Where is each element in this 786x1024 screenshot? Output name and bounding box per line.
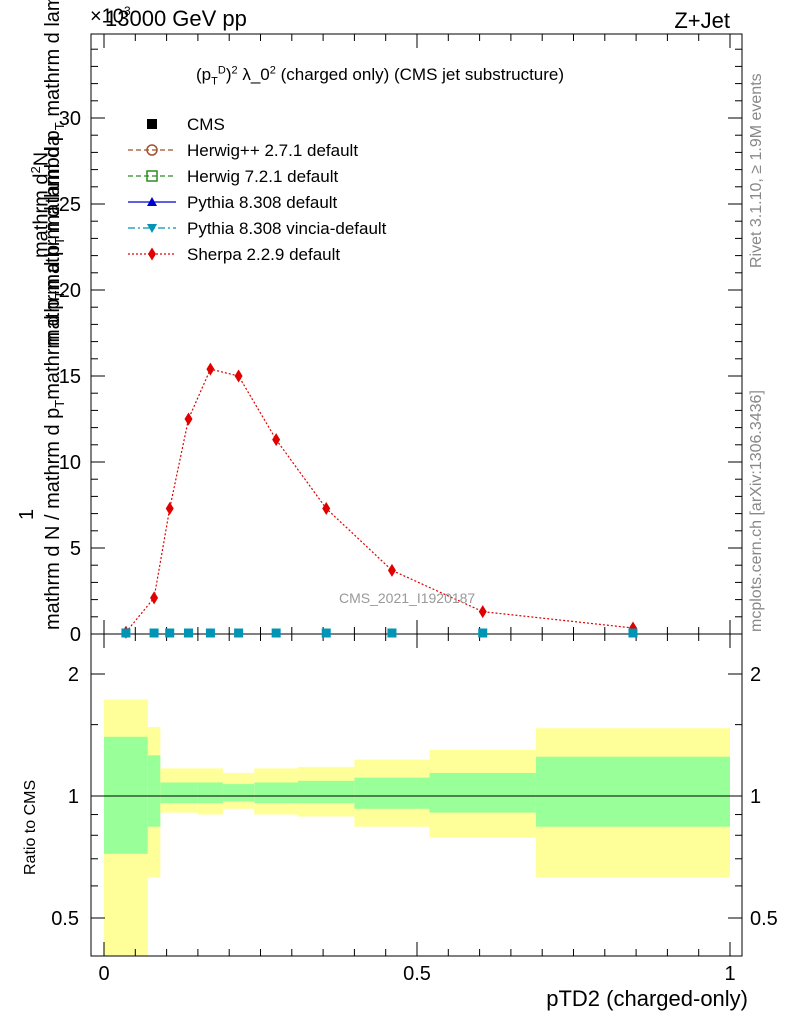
stat-band-bin-7 — [354, 777, 430, 809]
ratio-xtick-label: 1 — [724, 963, 735, 985]
legend-label-2: Herwig 7.2.1 default — [187, 167, 338, 186]
stat-band-bin-1 — [147, 755, 161, 827]
legend-label-0: CMS — [187, 115, 225, 134]
main-ytick-label: 30 — [59, 108, 81, 130]
ratio-ytick-label-right: 1 — [750, 786, 761, 808]
main-ytick-label: 0 — [70, 624, 81, 646]
stat-band-bin-2 — [160, 782, 198, 804]
main-ylabel-mid: mathrm d pT mathrm d pT mathrm d lambda — [42, 0, 67, 346]
plot-title-text: (pTD)2 λ_02 (charged only) (CMS jet subs… — [196, 64, 565, 88]
stat-band-bin-8 — [429, 772, 536, 813]
sherpa-point — [387, 563, 396, 577]
legend-marker-0 — [147, 119, 157, 129]
cms-point — [184, 628, 194, 638]
stat-band-bin-3 — [197, 782, 223, 804]
ratio-ylabel: Ratio to CMS — [22, 779, 39, 875]
plot-title: (pTD)2 λ_02 (charged only) (CMS jet subs… — [196, 64, 564, 87]
cms-point — [387, 628, 397, 638]
cms-point — [121, 628, 131, 638]
x-axis-label: pTD2 (charged-only) — [546, 986, 748, 1011]
main-ylabel-numerator: 1 — [16, 508, 38, 520]
legend-marker-1 — [146, 144, 158, 156]
legend-marker-3 — [147, 197, 157, 206]
legend: CMS Herwig++ 2.7.1 default Herwig 7.2.1 de… — [128, 115, 387, 264]
sherpa-line — [125, 368, 634, 633]
main-ytick-label: 5 — [70, 538, 81, 560]
cms-point — [205, 628, 215, 638]
main-ytick-label: 20 — [59, 280, 81, 302]
sherpa-point — [234, 369, 243, 383]
legend-marker-2 — [146, 170, 158, 182]
legend-marker-5 — [148, 247, 156, 261]
ratio-ytick-label: 1 — [68, 786, 79, 808]
stat-band-bin-6 — [298, 780, 355, 804]
main-series-layer — [121, 362, 638, 639]
energy-text: 13000 GeV pp — [105, 6, 247, 31]
exponent-sup: 3 — [123, 4, 131, 18]
rivet-label: Rivet 3.1.10, ≥ 1.9M events — [748, 73, 765, 268]
main-ytick-label: 25 — [59, 194, 81, 216]
ratio-xtick-label: 0 — [98, 963, 109, 985]
process-text: Z+Jet — [674, 8, 730, 33]
legend-label-3: Pythia 8.308 default — [187, 193, 338, 212]
legend-label-1: Herwig++ 2.7.1 default — [187, 141, 358, 160]
exponent-text: ×10 — [90, 5, 124, 28]
sherpa-point — [165, 501, 174, 515]
cms-point — [271, 628, 281, 638]
legend-label-4: Pythia 8.308 vincia-default — [187, 219, 387, 238]
ratio-xtick-label: 0.5 — [403, 963, 431, 985]
stat-band-bin-4 — [222, 784, 255, 802]
main-ytick-label: 15 — [59, 366, 81, 388]
cms-point — [165, 628, 175, 638]
ratio-ytick-label: 2 — [68, 664, 79, 686]
stat-band-bin-5 — [254, 782, 299, 804]
stat-band-bin-0 — [104, 736, 148, 854]
stat-band-bin-9 — [535, 756, 730, 827]
main-ytick-label: 10 — [59, 452, 81, 474]
mcplots-label: mcplots.cern.ch [arXiv:1306.3436] — [748, 390, 765, 632]
legend-marker-4 — [147, 224, 157, 233]
sherpa-point — [206, 362, 215, 376]
ratio-ytick-label: 0.5 — [51, 908, 79, 930]
cms-point — [149, 628, 159, 638]
sherpa-point — [272, 433, 281, 447]
process-label: Z+Jet — [674, 8, 730, 34]
ratio-panel-frame: 0 0.5 1 0.5 0.5 1 1 2 2 — [51, 633, 778, 985]
analysis-watermark: CMS_2021_I1920187 — [339, 590, 476, 606]
ratio-ytick-label-right: 0.5 — [750, 908, 778, 930]
ratio-ytick-label-right: 2 — [750, 664, 761, 686]
cms-point — [628, 628, 638, 638]
sherpa-point — [478, 605, 487, 619]
ratio-error-bands — [104, 699, 730, 956]
exponent-label: ×103 — [90, 4, 131, 29]
cms-point — [234, 628, 244, 638]
sherpa-point — [322, 501, 331, 515]
cms-point — [321, 628, 331, 638]
energy-label: 13000 GeV pp — [105, 6, 247, 32]
sherpa-point — [150, 591, 159, 605]
sherpa-point — [184, 412, 193, 426]
cms-point — [478, 628, 488, 638]
legend-label-5: Sherpa 2.2.9 default — [187, 245, 340, 264]
